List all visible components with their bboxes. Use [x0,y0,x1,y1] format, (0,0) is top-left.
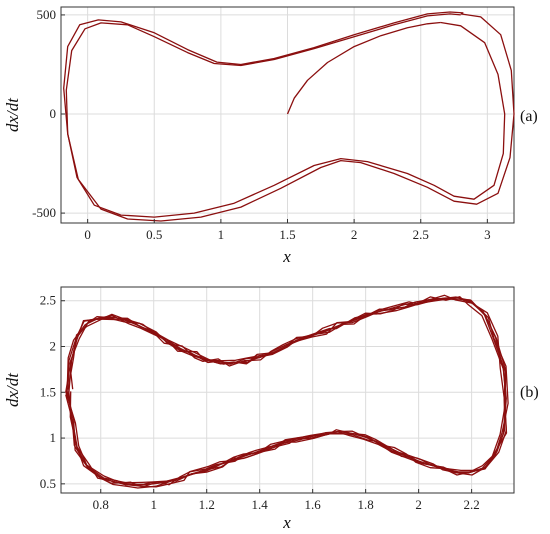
panel-a-y-tick-label: -500 [32,205,56,220]
panel-a-y-ticks: -500 0 500 [32,7,65,220]
panel-b-plot-frame [60,286,515,494]
panel-b-y-tick-label: 0.5 [40,476,56,491]
panel-b-x-tick-label: 1.8 [358,497,374,512]
panel-b: 0.8 1 1.2 1.4 1.6 1.8 2 2.2 0.5 1 1.5 2 2.5 x dx/dt… [3,286,539,532]
panel-b-y-axis-label: dx/dt [3,372,22,407]
panel-a-trajectory-loop-1 [65,13,506,218]
panel-a-y-tick-label: 0 [50,106,57,121]
panel-b-x-ticks: 0.8 1 1.2 1.4 1.6 1.8 2 2.2 [93,489,480,512]
panel-b-x-axis-label: x [282,513,291,532]
panel-b-x-tick-label: 1 [150,497,157,512]
panel-b-y-tick-label: 1.5 [40,384,56,399]
panel-a-x-tick-label: 1 [218,227,225,242]
panel-b-x-tick-label: 1.2 [199,497,215,512]
panel-a-trajectory-loop-2 [63,11,515,222]
panel-b-curves [65,294,509,489]
panel-b-x-tick-label: 1.6 [305,497,322,512]
panel-a-x-tick-label: 0 [84,227,91,242]
panel-a-trajectory-transient-0 [286,21,441,115]
panel-b-x-tick-label: 0.8 [93,497,109,512]
panel-a: 0 0.5 1 1.5 2 2.5 3 -500 0 500 x dx/dt (a) [3,6,538,266]
panel-a-x-tick-label: 2.5 [413,227,429,242]
panel-a-curves [63,11,515,222]
panel-a-y-tick-label: 500 [37,7,57,22]
panel-b-y-tick-label: 1 [50,430,57,445]
panel-b-y-ticks: 0.5 1 1.5 2 2.5 [40,293,65,491]
panel-a-x-tick-label: 1.5 [279,227,295,242]
panel-b-trajectory-noisy-pass [67,296,507,488]
panel-b-y-tick-label: 2 [50,339,57,354]
panel-b-trajectory-noisy-pass [67,297,507,489]
panel-b-y-tick-label: 2.5 [40,293,56,308]
panel-b-x-tick-label: 2 [415,497,422,512]
panel-a-x-tick-label: 3 [484,227,491,242]
panel-b-x-tick-label: 1.4 [252,497,269,512]
panel-a-label: (a) [520,108,538,125]
panel-a-x-ticks: 0 0.5 1 1.5 2 2.5 3 [84,219,491,242]
panel-b-x-tick-label: 2.2 [463,497,479,512]
panel-a-x-tick-label: 0.5 [146,227,162,242]
panel-b-trajectory-noisy-pass [65,298,509,484]
panel-b-label: (b) [520,384,539,401]
panel-a-y-axis-label: dx/dt [3,97,22,132]
panel-a-x-axis-label: x [282,247,291,266]
panel-b-grid [61,287,514,493]
panel-a-grid [61,7,514,223]
panel-b-trajectory-noisy-pass [66,294,506,488]
panel-a-x-tick-label: 2 [351,227,358,242]
